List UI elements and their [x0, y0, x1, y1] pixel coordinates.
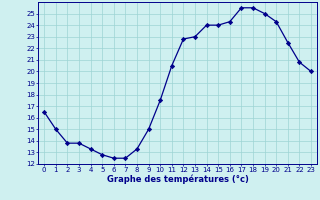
X-axis label: Graphe des températures (°c): Graphe des températures (°c) [107, 175, 249, 184]
